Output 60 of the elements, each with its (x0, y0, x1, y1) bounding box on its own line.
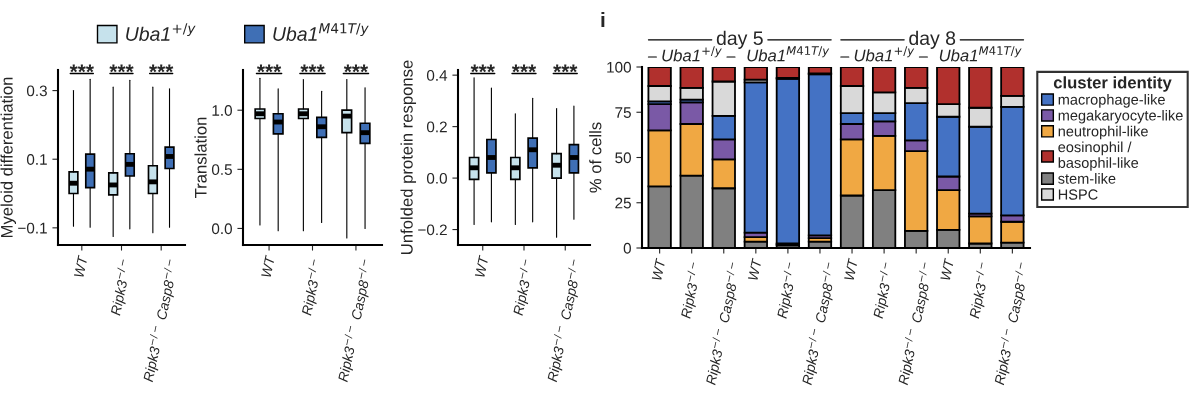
annotation: *** (256, 64, 282, 73)
y-tick-label: 0.5 (211, 164, 232, 176)
x-tick-label: Ripk3$^{−/−}$ (510, 258, 537, 317)
x-tick-label: WT (940, 257, 955, 281)
x-tick-label: WT (748, 257, 762, 281)
annotation: *** (69, 64, 94, 73)
y-tick-label: 0.3 (26, 85, 47, 97)
x-tick-label: WT (651, 257, 666, 281)
x-tick-label: Ripk3$^{−/−}$ (966, 261, 994, 320)
x-tick-label: WT (474, 254, 489, 278)
y-tick-label: 50 (615, 152, 631, 164)
x-tick-label: Ripk3$^{−/−}$ Casp8$^{−/−}$ (895, 261, 937, 386)
x-tick-label: Ripk3$^{−/−}$ Casp8$^{−/−}$ (544, 258, 586, 383)
annotation: *** (343, 64, 369, 73)
legend-label: HSPC (1058, 189, 1098, 200)
annotation: *** (553, 64, 578, 73)
x-tick-label: Ripk3$^{−/−}$ Casp8$^{−/−}$ (703, 261, 744, 386)
annotation: *** (511, 64, 537, 73)
y-tick-label: 0.0 (211, 223, 232, 235)
x-tick-label: WT (261, 254, 275, 278)
y-tick-label: 0.2 (426, 121, 447, 133)
x-tick-label: Ripk3$^{−/−}$ (774, 261, 801, 320)
y-tick-label: 0 (623, 242, 631, 254)
x-tick-label: Ripk3$^{−/−}$ Casp8$^{−/−}$ (991, 261, 1033, 386)
y-tick-label: 0.1 (26, 154, 47, 165)
y-tick-label: −0.1 (18, 222, 47, 234)
y-axis-title: % of cells (589, 122, 602, 193)
x-tick-label: WT (844, 257, 858, 281)
y-axis-title: Translation (194, 117, 207, 199)
text: i (601, 12, 605, 28)
legend-label: stem-like (1058, 173, 1116, 184)
y-axis-title: Myeloid differentiation (0, 77, 17, 238)
legend-label: Uba1$^{M41T/y}$ (273, 23, 369, 41)
x-tick-label: Ripk3$^{−/−}$ Casp8$^{−/−}$ (799, 261, 840, 386)
legend-label: neutrophil-like (1058, 125, 1148, 140)
annotation: *** (109, 64, 134, 73)
x-tick-label: Ripk3$^{−/−}$ (107, 258, 135, 317)
x-tick-label: Ripk3$^{−/−}$ (298, 258, 326, 317)
annotation: *** (470, 64, 495, 73)
legend-label: Uba1$^{+/y}$ (126, 23, 196, 41)
legend-label: megakaryocyte-like (1058, 109, 1183, 124)
annotation: *** (149, 64, 174, 73)
x-tick-label: Ripk3$^{−/−}$ Casp8$^{−/−}$ (335, 258, 376, 383)
x-tick-label: Ripk3$^{−/−}$ Casp8$^{−/−}$ (140, 258, 182, 383)
y-tick-label: 0.0 (426, 172, 447, 184)
x-tick-label: Ripk3$^{−/−}$ (678, 261, 705, 320)
text: Uba1$^{M41T/y}$ (939, 46, 1022, 62)
y-tick-label: 1.0 (212, 105, 232, 116)
x-tick-label: WT (73, 254, 88, 278)
y-tick-label: 75 (615, 107, 631, 118)
legend-title: cluster identity (1053, 76, 1172, 92)
y-axis-title: Unfolded protein response (400, 60, 417, 254)
text: Uba1$^{M41T/y}$ (747, 46, 830, 62)
y-tick-label: 25 (615, 197, 631, 209)
y-tick-label: 100 (607, 61, 631, 73)
x-tick-label: Ripk3$^{−/−}$ (870, 261, 897, 320)
annotation: *** (300, 64, 325, 73)
y-tick-label: −0.2 (418, 224, 447, 236)
legend-label: macrophage-like (1058, 94, 1165, 108)
y-tick-label: 0.4 (426, 70, 448, 81)
